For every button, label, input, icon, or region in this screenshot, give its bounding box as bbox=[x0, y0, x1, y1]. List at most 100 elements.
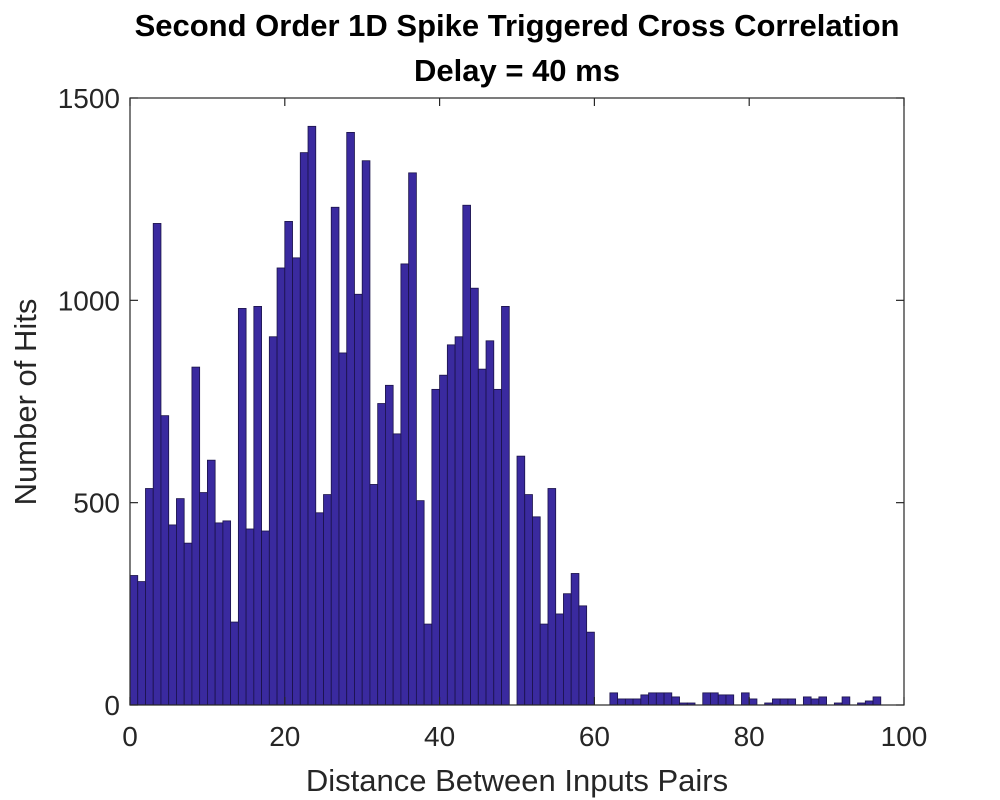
histogram-bar bbox=[555, 613, 564, 706]
histogram-bar bbox=[129, 575, 139, 706]
y-tick-label: 1500 bbox=[58, 83, 120, 114]
histogram-bar bbox=[725, 694, 735, 706]
histogram-bar bbox=[191, 366, 201, 706]
histogram-bar bbox=[237, 308, 247, 706]
x-tick-label: 20 bbox=[269, 721, 300, 752]
histogram-bar bbox=[183, 542, 193, 706]
histogram-bar bbox=[516, 455, 526, 706]
y-tick-label: 500 bbox=[73, 488, 120, 519]
histogram-bar bbox=[315, 512, 324, 706]
histogram-bar bbox=[369, 484, 379, 706]
histogram-bar bbox=[477, 368, 487, 706]
histogram-bar bbox=[354, 293, 363, 706]
histogram-bar bbox=[547, 488, 557, 706]
x-tick-label: 80 bbox=[734, 721, 765, 752]
histogram-bar bbox=[640, 694, 649, 706]
histogram-bar bbox=[524, 494, 533, 706]
histogram-bar bbox=[787, 698, 797, 706]
histogram-bar bbox=[423, 623, 433, 706]
histogram-bar bbox=[323, 494, 332, 706]
histogram-bar bbox=[338, 352, 348, 706]
histogram-bar bbox=[702, 692, 711, 706]
chart-title: Second Order 1D Spike Triggered Cross Co… bbox=[135, 8, 900, 43]
histogram-bar bbox=[299, 152, 309, 706]
histogram-bar bbox=[864, 700, 874, 706]
histogram-bar bbox=[609, 692, 619, 706]
histogram-bar bbox=[493, 388, 502, 706]
x-tick-label: 40 bbox=[424, 721, 455, 752]
y-axis-label: Number of Hits bbox=[8, 299, 43, 506]
histogram-bar bbox=[532, 516, 541, 706]
plot-area-frame bbox=[129, 97, 905, 706]
histogram-bar bbox=[439, 374, 448, 706]
histogram-bar bbox=[586, 631, 595, 706]
histogram-bar bbox=[377, 403, 386, 706]
histogram-bar bbox=[245, 528, 255, 706]
histogram-bar bbox=[717, 694, 727, 706]
histogram-bar bbox=[501, 306, 510, 706]
histogram-bar bbox=[415, 500, 425, 706]
histogram-bar bbox=[261, 530, 270, 706]
histogram-bar bbox=[160, 415, 170, 706]
histogram-bar bbox=[145, 488, 154, 706]
histogram-bar bbox=[400, 263, 410, 706]
x-axis-label: Distance Between Inputs Pairs bbox=[306, 763, 728, 798]
x-tick-label: 60 bbox=[579, 721, 610, 752]
histogram-bar bbox=[462, 204, 471, 706]
histogram-bar bbox=[539, 623, 549, 706]
histogram-bar bbox=[385, 384, 394, 706]
histogram-bar bbox=[563, 593, 572, 706]
histogram-bar bbox=[578, 605, 588, 706]
histogram-bar bbox=[485, 340, 495, 706]
histogram-bar bbox=[454, 336, 464, 706]
histogram-bar bbox=[663, 692, 673, 706]
histogram-bar bbox=[152, 223, 162, 706]
x-tick-label: 0 bbox=[122, 721, 138, 752]
histogram-bar bbox=[137, 581, 146, 706]
histogram-bar bbox=[624, 698, 634, 706]
histogram-bar bbox=[284, 221, 293, 706]
histogram-bar bbox=[841, 696, 851, 706]
histogram-bar bbox=[214, 522, 224, 706]
histogram-bar bbox=[346, 131, 355, 706]
histogram-bar bbox=[810, 698, 820, 706]
histogram-bar bbox=[772, 698, 781, 706]
histogram-bar bbox=[199, 492, 208, 706]
histogram-bar bbox=[330, 206, 340, 706]
bar-series bbox=[129, 125, 882, 706]
chart-subtitle: Delay = 40 ms bbox=[414, 53, 620, 88]
histogram-bar bbox=[446, 344, 456, 706]
histogram-bar bbox=[470, 287, 479, 706]
histogram-bar bbox=[779, 698, 789, 706]
histogram-bar bbox=[392, 433, 402, 706]
histogram-bar bbox=[361, 160, 371, 706]
histogram-bar bbox=[222, 520, 232, 706]
x-tick-label: 100 bbox=[881, 721, 928, 752]
histogram-bar bbox=[570, 573, 580, 706]
histogram-bar bbox=[176, 498, 185, 706]
histogram-bar bbox=[168, 524, 177, 706]
histogram-bar bbox=[802, 696, 812, 706]
y-tick-label: 1000 bbox=[58, 285, 120, 316]
histogram-bar bbox=[431, 388, 440, 706]
histogram-bar bbox=[307, 125, 317, 706]
histogram-bar bbox=[710, 692, 719, 706]
histogram-bar bbox=[268, 336, 278, 706]
histogram-bar bbox=[617, 698, 626, 706]
histogram-bar bbox=[671, 696, 680, 706]
histogram-bar bbox=[872, 696, 882, 706]
histogram-bar bbox=[206, 459, 216, 706]
histogram-bar bbox=[655, 692, 665, 706]
histogram-bar bbox=[818, 696, 827, 706]
histogram-bar bbox=[276, 267, 286, 706]
histogram-bar bbox=[408, 172, 417, 706]
histogram-bar bbox=[230, 621, 239, 706]
histogram-bar bbox=[632, 698, 642, 706]
histogram-bar bbox=[741, 692, 750, 706]
y-tick-label: 0 bbox=[104, 690, 120, 721]
histogram-bar bbox=[292, 257, 301, 706]
histogram-bar bbox=[648, 692, 657, 706]
histogram-bar bbox=[748, 698, 758, 706]
